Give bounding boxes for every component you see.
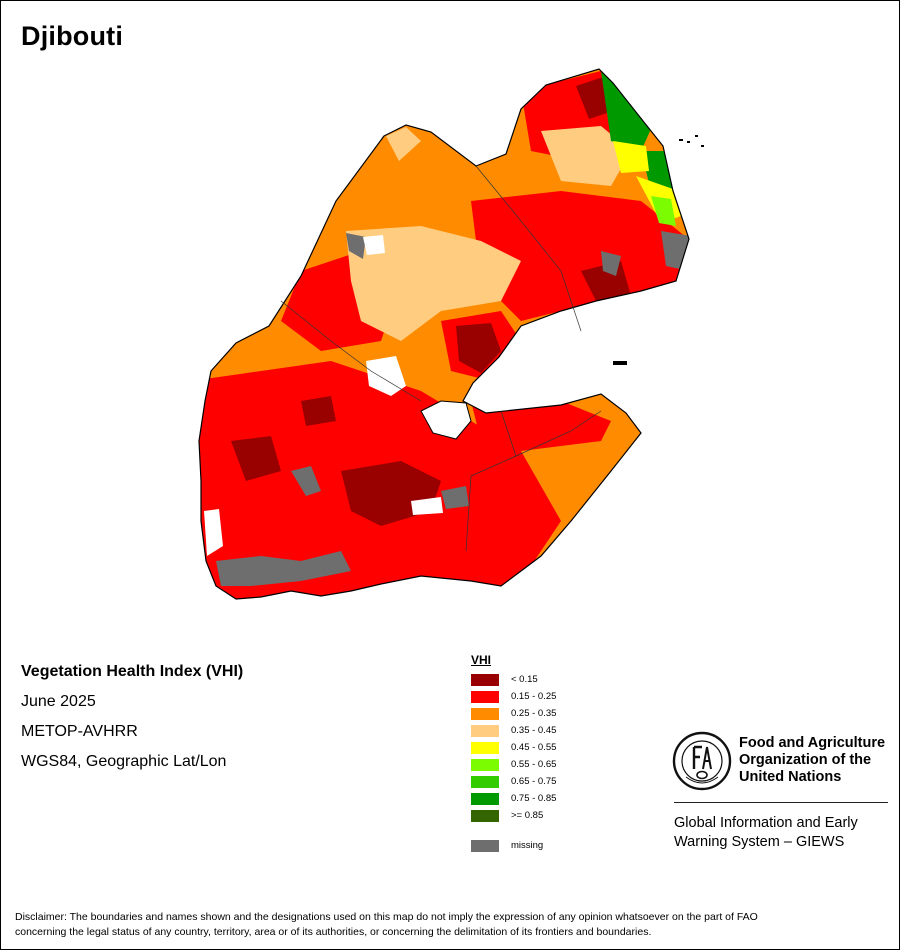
- gulf-of-tadjoura: [420, 400, 472, 440]
- disclaimer-line: concerning the legal status of any count…: [15, 926, 652, 938]
- legend-item: 0.55 - 0.65: [471, 756, 631, 773]
- vhi-raster: [199, 69, 689, 599]
- projection-label: WGS84, Geographic Lat/Lon: [21, 753, 227, 770]
- legend-label: missing: [511, 840, 544, 851]
- legend-label: < 0.15: [511, 674, 538, 685]
- legend-swatch: [471, 792, 499, 805]
- legend-swatch: [471, 775, 499, 788]
- fao-organization-name: Food and Agriculture Organization of the…: [739, 735, 885, 786]
- legend-label: 0.25 - 0.35: [511, 708, 557, 719]
- legend-swatch: [471, 690, 499, 703]
- country-boundary: [198, 68, 690, 600]
- legend-classes: < 0.15 0.15 - 0.25 0.25 - 0.35 0.35 - 0.45 0…: [471, 671, 631, 824]
- legend-label: 0.65 - 0.75: [511, 776, 557, 787]
- period-label: June 2025: [21, 693, 96, 710]
- legend: VHI < 0.15 0.15 - 0.25 0.25 - 0.35 0.35 - 0…: [471, 653, 631, 854]
- admin-boundary-east: [515, 410, 602, 457]
- giews-line: Warning System – GIEWS: [674, 834, 845, 850]
- org-name-line: United Nations: [739, 769, 842, 785]
- legend-swatch: [471, 673, 499, 686]
- legend-label: 0.45 - 0.55: [511, 742, 557, 753]
- legend-swatch: [471, 724, 499, 737]
- legend-label: 0.15 - 0.25: [511, 691, 557, 702]
- giews-line: Global Information and Early: [674, 815, 858, 831]
- legend-item: 0.75 - 0.85: [471, 790, 631, 807]
- legend-swatch: [471, 809, 499, 822]
- admin-boundary-south: [465, 410, 517, 552]
- disclaimer: Disclaimer: The boundaries and names sho…: [15, 910, 887, 940]
- sensor-label: METOP-AVHRR: [21, 723, 138, 740]
- org-name-line: Food and Agriculture: [739, 735, 886, 751]
- legend-label: 0.75 - 0.85: [511, 793, 557, 804]
- legend-swatch: [471, 741, 499, 754]
- giews-name: Global Information and Early Warning Sys…: [674, 814, 858, 852]
- admin-boundary-west: [280, 300, 422, 402]
- legend-item: 0.25 - 0.35: [471, 705, 631, 722]
- legend-swatch: [471, 839, 499, 852]
- admin-boundary-north: [475, 165, 582, 332]
- legend-item: 0.15 - 0.25: [471, 688, 631, 705]
- legend-title: VHI: [471, 653, 492, 667]
- legend-item-missing: missing: [471, 837, 631, 854]
- legend-swatch: [471, 707, 499, 720]
- legend-item: 0.45 - 0.55: [471, 739, 631, 756]
- legend-item: < 0.15: [471, 671, 631, 688]
- legend-swatch: [471, 758, 499, 771]
- legend-label: 0.55 - 0.65: [511, 759, 557, 770]
- layer-title: Vegetation Health Index (VHI): [21, 663, 244, 680]
- islands: [613, 135, 704, 365]
- disclaimer-line: Disclaimer: The boundaries and names sho…: [15, 911, 758, 923]
- map-info: Vegetation Health Index (VHI) June 2025 …: [21, 657, 243, 777]
- fao-logo-icon: [672, 731, 732, 791]
- legend-item: 0.35 - 0.45: [471, 722, 631, 739]
- legend-item: 0.65 - 0.75: [471, 773, 631, 790]
- org-name-line: Organization of the: [739, 752, 872, 768]
- map-title: Djibouti: [21, 21, 124, 51]
- divider: [674, 802, 888, 803]
- legend-item: >= 0.85: [471, 807, 631, 824]
- legend-label: 0.35 - 0.45: [511, 725, 557, 736]
- legend-label: >= 0.85: [511, 810, 544, 821]
